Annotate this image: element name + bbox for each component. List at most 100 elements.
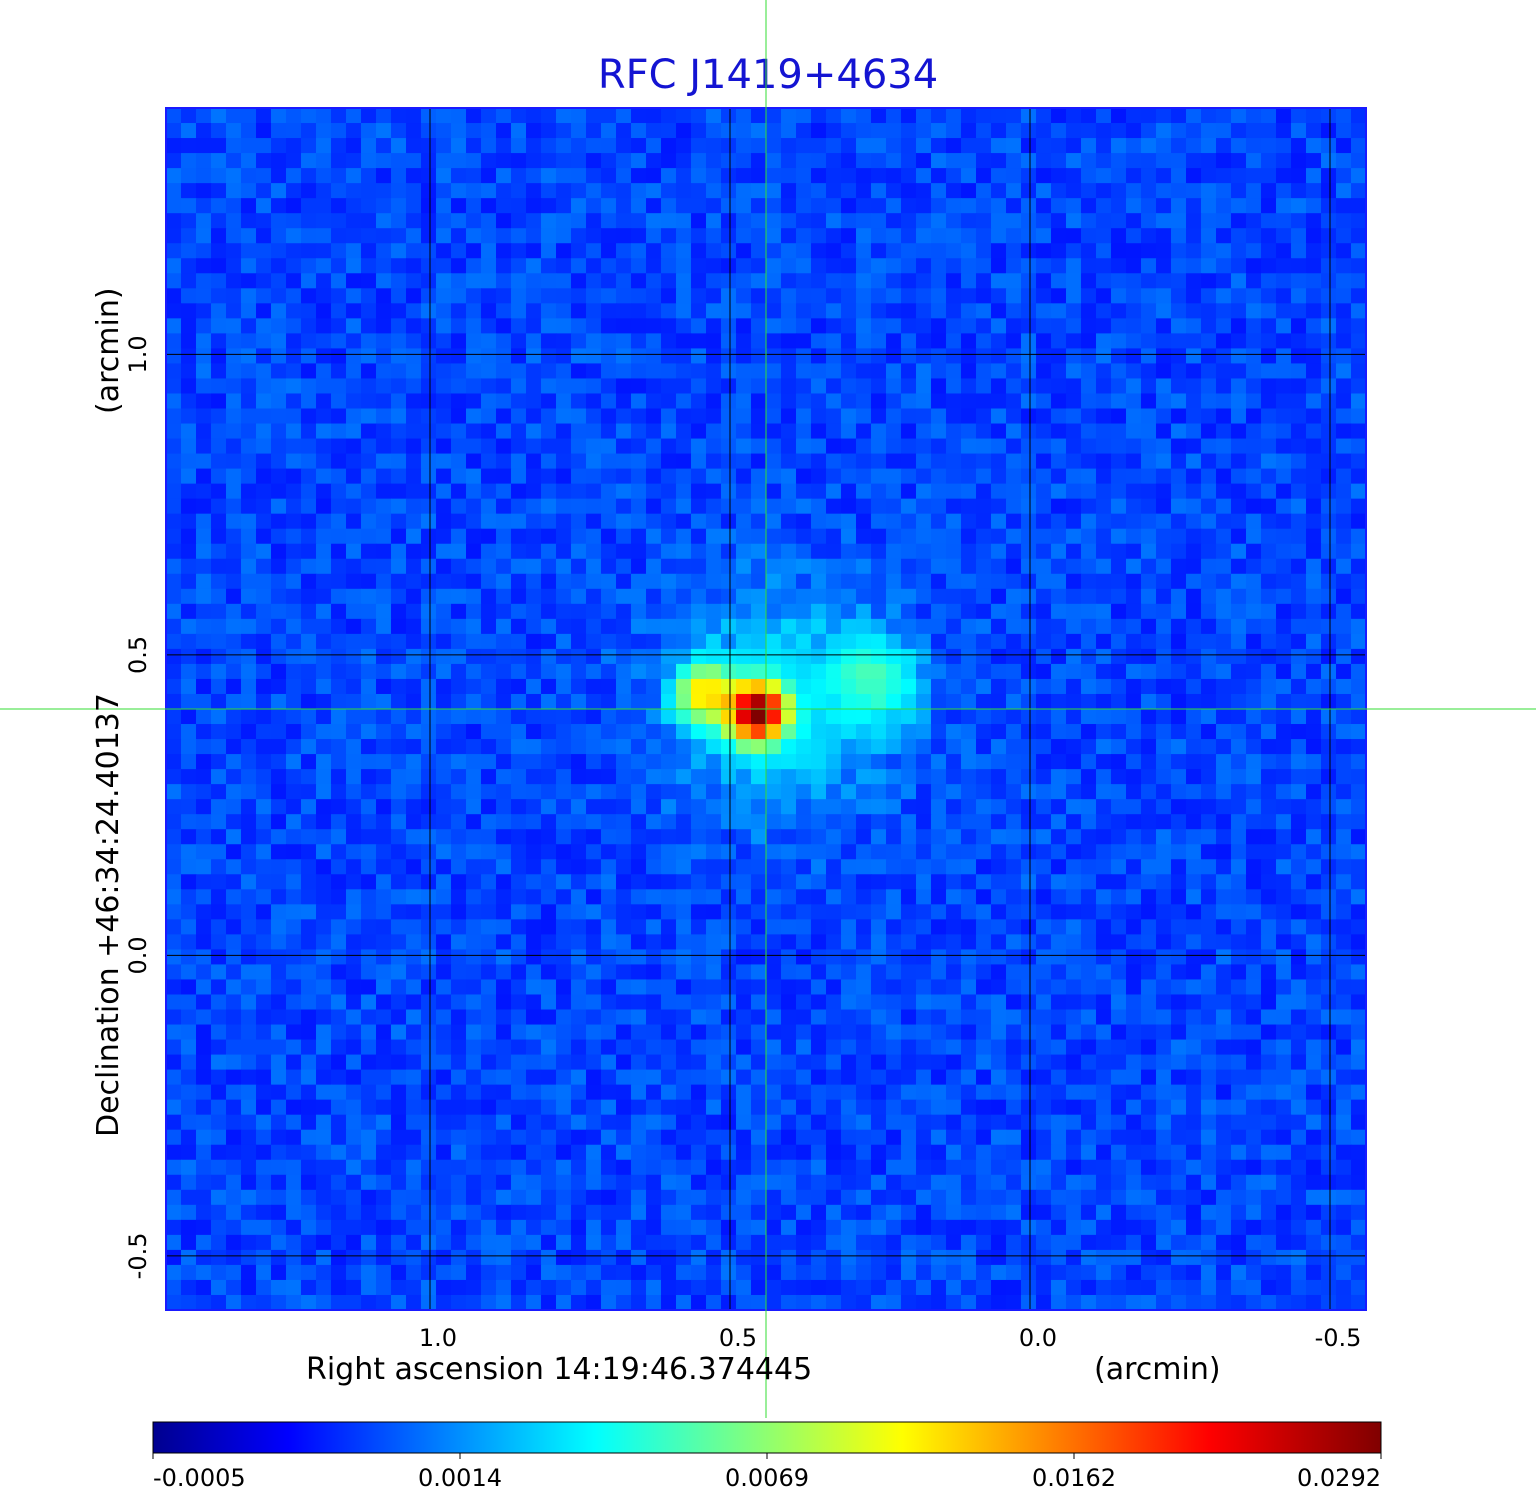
heatmap-cell: [301, 934, 317, 951]
heatmap-cell: [1111, 829, 1127, 845]
heatmap-cell: [1351, 513, 1367, 530]
heatmap-cell: [1126, 423, 1142, 440]
heatmap-cell: [271, 799, 287, 815]
heatmap-cell: [331, 769, 347, 785]
heatmap-cell: [856, 814, 872, 830]
heatmap-cell: [991, 303, 1007, 319]
heatmap-cell: [1306, 859, 1322, 875]
heatmap-cell: [1006, 693, 1022, 710]
heatmap-cell: [1231, 348, 1247, 365]
heatmap-cell: [991, 393, 1007, 410]
heatmap-cell: [631, 213, 647, 229]
heatmap-cell: [1201, 453, 1217, 470]
heatmap-cell: [496, 724, 512, 740]
heatmap-cell: [706, 198, 722, 214]
heatmap-cell: [871, 483, 887, 500]
heatmap-cell: [781, 348, 797, 365]
heatmap-cell: [1276, 198, 1292, 214]
heatmap-cell: [706, 693, 722, 710]
heatmap-cell: [1336, 709, 1352, 725]
heatmap-cell: [691, 513, 707, 530]
heatmap-cell: [1216, 123, 1232, 139]
heatmap-cell: [1156, 183, 1172, 199]
heatmap-cell: [1186, 588, 1202, 605]
heatmap-cell: [406, 348, 422, 365]
heatmap-cell: [1111, 754, 1127, 770]
heatmap-cell: [706, 1009, 722, 1026]
heatmap-cell: [1231, 558, 1247, 575]
heatmap-cell: [241, 799, 257, 815]
heatmap-cell: [886, 213, 902, 229]
heatmap-cell: [826, 814, 842, 830]
heatmap-cell: [1021, 348, 1037, 365]
heatmap-cell: [451, 303, 467, 319]
heatmap-cell: [586, 528, 602, 545]
heatmap-cell: [301, 453, 317, 470]
heatmap-cell: [1231, 799, 1247, 815]
heatmap-cell: [196, 949, 212, 966]
heatmap-cell: [436, 889, 452, 905]
heatmap-cell: [676, 513, 692, 530]
heatmap-cell: [1006, 468, 1022, 485]
heatmap-cell: [616, 709, 632, 725]
heatmap-cell: [451, 558, 467, 575]
heatmap-cell: [1186, 288, 1202, 304]
heatmap-cell: [1066, 378, 1082, 395]
heatmap-cell: [421, 799, 437, 815]
heatmap-cell: [1036, 739, 1052, 755]
heatmap-cell: [931, 964, 947, 981]
heatmap-cell: [376, 378, 392, 395]
heatmap-cell: [361, 303, 377, 319]
heatmap-cell: [466, 889, 482, 905]
heatmap-cell: [256, 769, 272, 785]
heatmap-cell: [1231, 408, 1247, 425]
heatmap-cell: [871, 693, 887, 710]
heatmap-cell: [181, 348, 197, 365]
heatmap-cell: [436, 979, 452, 996]
heatmap-cell: [1081, 799, 1097, 815]
heatmap-cell: [631, 483, 647, 500]
heatmap-cell: [901, 889, 917, 905]
heatmap-cell: [406, 558, 422, 575]
heatmap-cell: [706, 739, 722, 755]
heatmap-cell: [1186, 513, 1202, 530]
heatmap-cell: [451, 183, 467, 199]
heatmap-cell: [346, 919, 362, 935]
heatmap-cell: [736, 393, 752, 410]
heatmap-cell: [1336, 829, 1352, 845]
heatmap-cell: [286, 769, 302, 785]
heatmap-cell: [601, 709, 617, 725]
heatmap-cell: [331, 814, 347, 830]
heatmap-cell: [196, 889, 212, 905]
heatmap-cell: [991, 528, 1007, 545]
heatmap-cell: [526, 693, 542, 710]
heatmap-cell: [766, 378, 782, 395]
heatmap-cell: [1081, 949, 1097, 966]
heatmap-cell: [751, 573, 767, 590]
heatmap-cell: [1216, 513, 1232, 530]
heatmap-cell: [331, 228, 347, 244]
heatmap-cell: [946, 919, 962, 935]
heatmap-cell: [406, 663, 422, 680]
heatmap-cell: [766, 228, 782, 244]
heatmap-cell: [346, 303, 362, 319]
heatmap-cell: [811, 513, 827, 530]
heatmap-cell: [376, 934, 392, 951]
heatmap-cell: [541, 318, 557, 334]
heatmap-cell: [796, 378, 812, 395]
heatmap-cell: [376, 678, 392, 695]
heatmap-cell: [946, 393, 962, 410]
heatmap-cell: [436, 618, 452, 635]
heatmap-cell: [796, 588, 812, 605]
heatmap-cell: [1261, 168, 1277, 184]
heatmap-cell: [616, 754, 632, 770]
heatmap-cell: [646, 994, 662, 1011]
heatmap-cell: [571, 318, 587, 334]
heatmap-cell: [961, 919, 977, 935]
heatmap-cell: [1216, 573, 1232, 590]
heatmap-cell: [571, 1024, 587, 1041]
heatmap-cell: [181, 183, 197, 199]
heatmap-cell: [331, 348, 347, 365]
heatmap-cell: [466, 408, 482, 425]
heatmap-cell: [496, 153, 512, 169]
